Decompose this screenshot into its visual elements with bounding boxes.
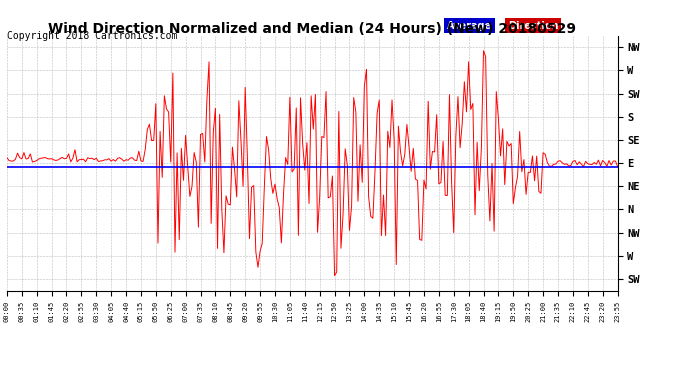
Title: Wind Direction Normalized and Median (24 Hours) (New) 20180529: Wind Direction Normalized and Median (24… <box>48 22 576 36</box>
Text: Direction: Direction <box>508 21 558 30</box>
Text: Copyright 2018 Cartronics.com: Copyright 2018 Cartronics.com <box>7 32 177 41</box>
Text: Average: Average <box>446 21 492 30</box>
